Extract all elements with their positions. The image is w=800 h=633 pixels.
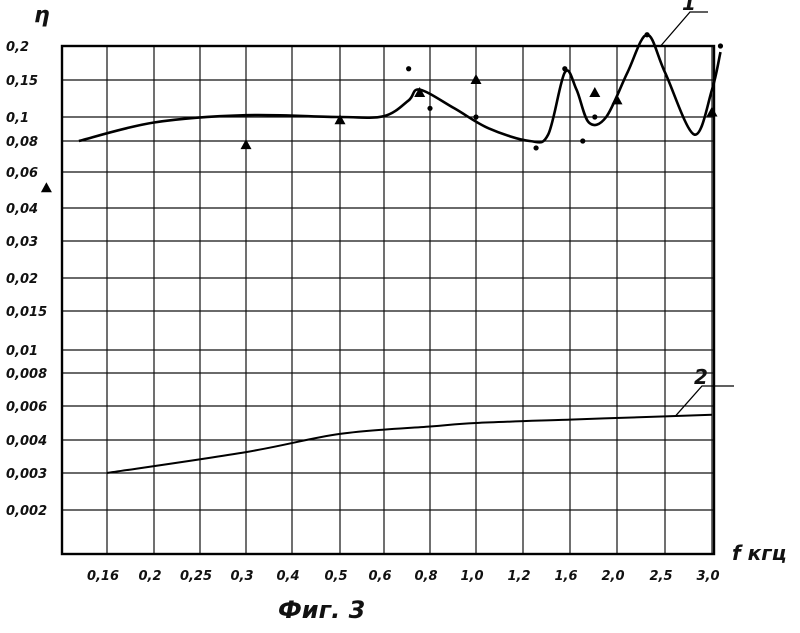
y-tick-label: 0,01 <box>6 344 38 359</box>
x-tick-label: 1,6 <box>554 569 577 584</box>
x-tick-label: 0,4 <box>276 569 299 584</box>
series-2-line <box>107 415 712 473</box>
x-tick-label: 1,2 <box>507 569 530 584</box>
x-tick-label: 2,5 <box>649 569 672 584</box>
data-points <box>41 32 723 192</box>
data-point-dot <box>718 43 723 48</box>
y-axis-label: η <box>34 3 50 28</box>
x-tick-label: 0,6 <box>368 569 391 584</box>
data-point-triangle <box>589 87 600 97</box>
series-2-label: 2 <box>694 365 708 389</box>
x-tick-label: 2,0 <box>601 569 624 584</box>
y-tick-label: 0,008 <box>6 367 47 382</box>
data-point-dot <box>533 145 538 150</box>
y-tick-label: 0,1 <box>6 111 29 126</box>
data-point-triangle <box>471 74 482 84</box>
data-point-dot <box>473 114 478 119</box>
series-1-line <box>79 35 721 143</box>
data-point-triangle <box>41 182 52 192</box>
figure-caption: Фиг. 3 <box>278 596 365 624</box>
data-point-dot <box>562 66 567 71</box>
data-point-dot <box>592 114 597 119</box>
y-tick-label: 0,004 <box>6 434 47 449</box>
y-tick-label: 0,04 <box>6 202 38 217</box>
y-tick-label: 0,015 <box>6 305 47 320</box>
x-tick-label: 1,0 <box>460 569 483 584</box>
x-tick-label: 0,3 <box>230 569 253 584</box>
x-tick-label: 3,0 <box>696 569 719 584</box>
x-axis-label: f кгц <box>732 541 787 565</box>
data-point-dot <box>406 66 411 71</box>
x-tick-label: 0,5 <box>324 569 347 584</box>
y-tick-label: 0,03 <box>6 235 38 250</box>
series-1-leader <box>661 12 708 46</box>
tick-labels: 0,2 0,15 0,1 0,08 0,06 0,04 0,03 0,02 0,015 0,01 0… <box>6 40 720 584</box>
y-tick-label: 0,2 <box>6 40 29 55</box>
data-point-dot <box>644 32 649 37</box>
series-1-label: 1 <box>682 0 696 15</box>
x-tick-label: 0,2 <box>138 569 161 584</box>
x-tick-label: 0,8 <box>414 569 437 584</box>
x-tick-label: 0,25 <box>180 569 212 584</box>
series-2-leader <box>675 386 734 416</box>
y-tick-label: 0,006 <box>6 400 47 415</box>
series-layer: 12 <box>79 0 734 473</box>
y-tick-label: 0,08 <box>6 135 38 150</box>
y-tick-label: 0,003 <box>6 467 47 482</box>
y-tick-label: 0,002 <box>6 504 47 519</box>
data-point-triangle <box>612 94 623 104</box>
data-point-dot <box>427 106 432 111</box>
y-tick-label: 0,15 <box>6 74 38 89</box>
y-tick-label: 0,06 <box>6 166 38 181</box>
y-tick-label: 0,02 <box>6 272 38 287</box>
data-point-dot <box>580 138 585 143</box>
x-tick-label: 0,16 <box>87 569 119 584</box>
